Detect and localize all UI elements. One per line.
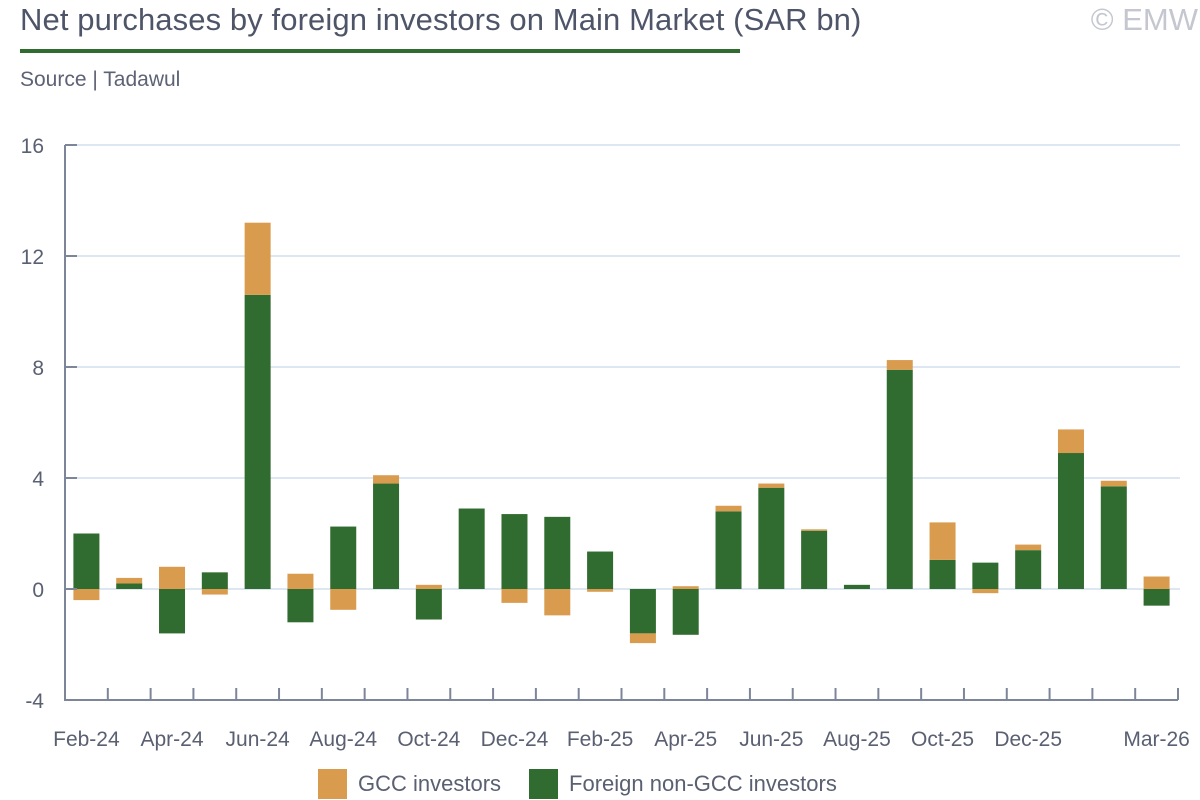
bar-non_gcc-sep-25 bbox=[886, 369, 913, 589]
x-tick-label: Oct-24 bbox=[397, 728, 460, 751]
legend-item-non-gcc: Foreign non-GCC investors bbox=[529, 769, 837, 799]
bar-gcc-jun-24 bbox=[244, 222, 271, 295]
legend-label-gcc: GCC investors bbox=[358, 771, 502, 796]
bar-gcc-sep-24 bbox=[373, 475, 400, 484]
bar-non_gcc-nov-25 bbox=[972, 562, 999, 589]
bars bbox=[73, 222, 1170, 644]
bar-non_gcc-jun-25 bbox=[758, 487, 785, 589]
x-tick-label: Dec-24 bbox=[481, 728, 549, 751]
gridlines bbox=[65, 144, 1180, 590]
bar-gcc-jun-25 bbox=[758, 483, 785, 488]
x-tick-label: Aug-24 bbox=[309, 728, 377, 751]
bar-gcc-feb-26 bbox=[1100, 480, 1127, 487]
legend-swatch-gcc bbox=[318, 769, 347, 799]
bar-non_gcc-feb-25 bbox=[587, 551, 614, 589]
x-tick-label: Jun-24 bbox=[226, 728, 291, 751]
bar-non_gcc-dec-24 bbox=[501, 514, 528, 589]
bar-gcc-apr-24 bbox=[159, 566, 186, 589]
bar-gcc-feb-25 bbox=[587, 589, 614, 592]
legend-swatch-non-gcc bbox=[529, 769, 559, 799]
chart-title: Net purchases by foreign investors on Ma… bbox=[20, 2, 862, 37]
bar-non_gcc-mar-24 bbox=[116, 583, 143, 589]
bar-gcc-may-24 bbox=[201, 589, 228, 595]
bar-gcc-may-25 bbox=[715, 505, 742, 512]
bar-non_gcc-may-24 bbox=[201, 572, 228, 589]
x-tick-label: Oct-25 bbox=[911, 728, 974, 751]
y-tick-label: -4 bbox=[25, 690, 44, 713]
bar-gcc-oct-25 bbox=[929, 522, 956, 560]
y-tick-label: 12 bbox=[21, 246, 44, 269]
bar-gcc-sep-25 bbox=[886, 360, 913, 370]
bar-non_gcc-jul-24 bbox=[287, 589, 314, 623]
bar-gcc-feb-24 bbox=[73, 589, 100, 601]
bar-gcc-aug-24 bbox=[330, 589, 357, 610]
bar-gcc-apr-25 bbox=[672, 586, 699, 589]
bar-gcc-oct-24 bbox=[415, 584, 442, 589]
x-tick-label: Aug-25 bbox=[823, 728, 891, 751]
x-tick-label: Mar-26 bbox=[1123, 728, 1190, 751]
x-tick-label: Feb-24 bbox=[53, 728, 120, 751]
x-tick-label: Dec-25 bbox=[994, 728, 1062, 751]
bar-gcc-jul-24 bbox=[287, 573, 314, 589]
bar-non_gcc-sep-24 bbox=[373, 483, 400, 589]
y-tick-label: 8 bbox=[32, 357, 44, 380]
bar-non_gcc-feb-24 bbox=[73, 533, 100, 589]
bar-non_gcc-mar-25 bbox=[629, 589, 656, 634]
bar-non_gcc-jul-25 bbox=[801, 530, 828, 589]
axes bbox=[64, 144, 1179, 701]
bar-gcc-dec-25 bbox=[1015, 544, 1042, 551]
bar-gcc-jan-25 bbox=[544, 589, 571, 616]
title-underline bbox=[20, 49, 740, 53]
legend: GCC investors Foreign non-GCC investors bbox=[318, 768, 865, 800]
bar-non_gcc-mar-26 bbox=[1143, 589, 1170, 606]
bar-non_gcc-jun-24 bbox=[244, 294, 271, 589]
legend-item-gcc: GCC investors bbox=[318, 769, 501, 799]
bar-non_gcc-oct-25 bbox=[929, 559, 956, 589]
y-tick-label: 16 bbox=[21, 135, 44, 158]
bar-non_gcc-aug-25 bbox=[843, 584, 870, 589]
y-tick-label: 0 bbox=[32, 579, 44, 602]
bar-non_gcc-aug-24 bbox=[330, 526, 357, 589]
y-tick-label: 4 bbox=[32, 468, 44, 491]
x-tick-labels: Feb-24 Apr-24 Jun-24 Aug-24 Oct-24 Dec-24 Feb-… bbox=[53, 728, 1190, 751]
bar-gcc-mar-24 bbox=[116, 577, 143, 584]
bar-gcc-jan-26 bbox=[1057, 429, 1084, 454]
bar-non_gcc-feb-26 bbox=[1100, 486, 1127, 589]
bar-non_gcc-dec-25 bbox=[1015, 550, 1042, 589]
bar-non_gcc-jan-26 bbox=[1057, 453, 1084, 589]
source-label: Source | Tadawul bbox=[20, 68, 181, 91]
bar-gcc-jul-25 bbox=[801, 529, 828, 531]
bar-non_gcc-apr-24 bbox=[159, 589, 186, 634]
bar-gcc-mar-26 bbox=[1143, 576, 1170, 589]
x-tick-label: Feb-25 bbox=[567, 728, 634, 751]
bar-non_gcc-apr-25 bbox=[672, 589, 699, 635]
bar-non_gcc-oct-24 bbox=[415, 589, 442, 620]
x-tick-label: Apr-25 bbox=[654, 728, 717, 751]
bar-non_gcc-nov-24 bbox=[458, 508, 485, 589]
y-tick-labels: 16 12 8 4 0 -4 bbox=[21, 135, 45, 713]
bar-non_gcc-jan-25 bbox=[544, 516, 571, 589]
x-tick-label: Apr-24 bbox=[141, 728, 204, 751]
bar-non_gcc-may-25 bbox=[715, 511, 742, 589]
bar-gcc-nov-25 bbox=[972, 589, 999, 594]
bar-gcc-dec-24 bbox=[501, 589, 528, 603]
legend-label-non-gcc: Foreign non-GCC investors bbox=[569, 771, 837, 796]
bar-gcc-mar-25 bbox=[629, 633, 656, 644]
x-tick-label: Jun-25 bbox=[739, 728, 803, 751]
watermark: © EMW bbox=[1090, 2, 1198, 37]
